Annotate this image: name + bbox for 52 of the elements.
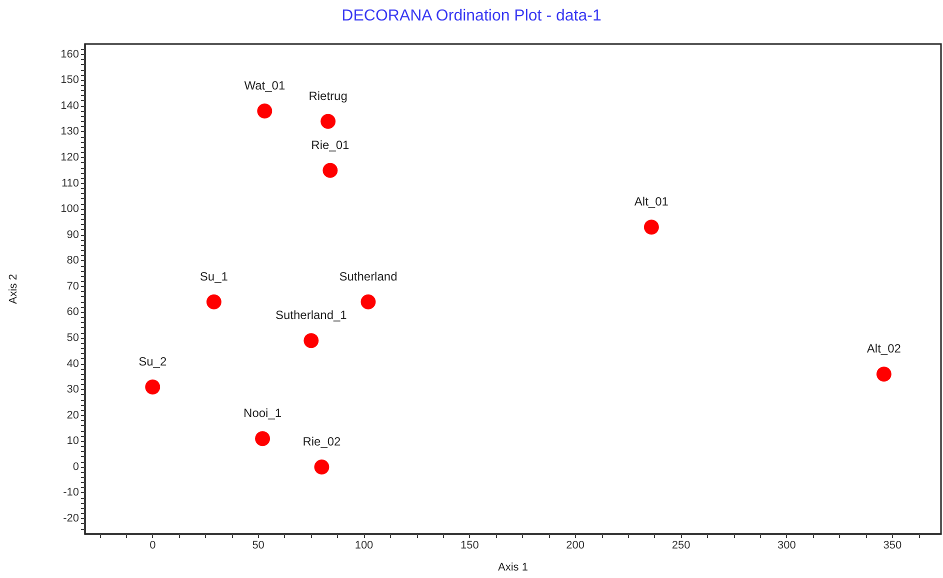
point: [314, 459, 330, 474]
x-tick-label: 0: [150, 540, 156, 552]
y-tick-label: 50: [66, 332, 79, 344]
y-tick-label: 20: [66, 409, 79, 422]
y-tick-label: 40: [66, 358, 79, 370]
point: [876, 366, 892, 382]
series-label: Su_1: [200, 269, 228, 284]
point: [320, 114, 336, 129]
y-axis-title: Axis 2: [8, 274, 20, 304]
point: [145, 380, 160, 394]
y-tick-label: 30: [66, 384, 79, 396]
series-label: Rie_01: [311, 138, 350, 152]
x-tick-label: 100: [354, 540, 374, 552]
series-label: Wat_01: [244, 78, 286, 93]
point: [360, 294, 376, 310]
series-label: Su_2: [138, 354, 167, 368]
x-tick-label: 150: [460, 540, 479, 552]
point: [257, 104, 272, 119]
x-axis-title: Axis 1: [498, 562, 528, 574]
y-tick-label: 140: [60, 100, 79, 112]
x-tick-label: 250: [672, 540, 690, 552]
point: [644, 220, 659, 235]
point: [322, 162, 338, 178]
y-tick-label: 60: [66, 306, 79, 318]
y-tick-label: -20: [63, 512, 79, 525]
chart-title: DECORANA Ordination Plot - data-1: [342, 8, 602, 24]
y-tick-label: 10: [66, 435, 79, 448]
x-tick-label: 50: [252, 540, 264, 552]
point: [206, 294, 222, 310]
y-tick-label: -10: [63, 486, 79, 499]
y-tick-label: 100: [60, 203, 79, 216]
y-tick-label: 70: [66, 280, 79, 292]
series-label: Sutherland_1: [275, 308, 348, 322]
x-tick-label: 350: [883, 540, 902, 552]
series-label: Sutherland: [339, 269, 398, 284]
y-tick-label: 0: [72, 460, 79, 473]
y-tick-label: 90: [66, 228, 79, 241]
x-tick-label: 300: [778, 540, 796, 552]
y-tick-label: 120: [60, 151, 79, 164]
point: [304, 333, 319, 348]
y-tick-label: 130: [60, 126, 79, 138]
point: [255, 431, 270, 446]
y-tick-label: 80: [66, 254, 79, 267]
y-tick-label: 160: [60, 48, 79, 60]
series-label: Rietrug: [308, 88, 348, 103]
series-label: Alt_02: [866, 342, 902, 356]
y-tick-label: 110: [61, 177, 79, 190]
y-tick-label: 150: [60, 74, 79, 86]
series-label: Alt_01: [634, 194, 669, 209]
x-tick-label: 200: [566, 540, 585, 552]
series-label: Nooi_1: [244, 406, 282, 420]
series-label: Rie_02: [302, 434, 342, 448]
